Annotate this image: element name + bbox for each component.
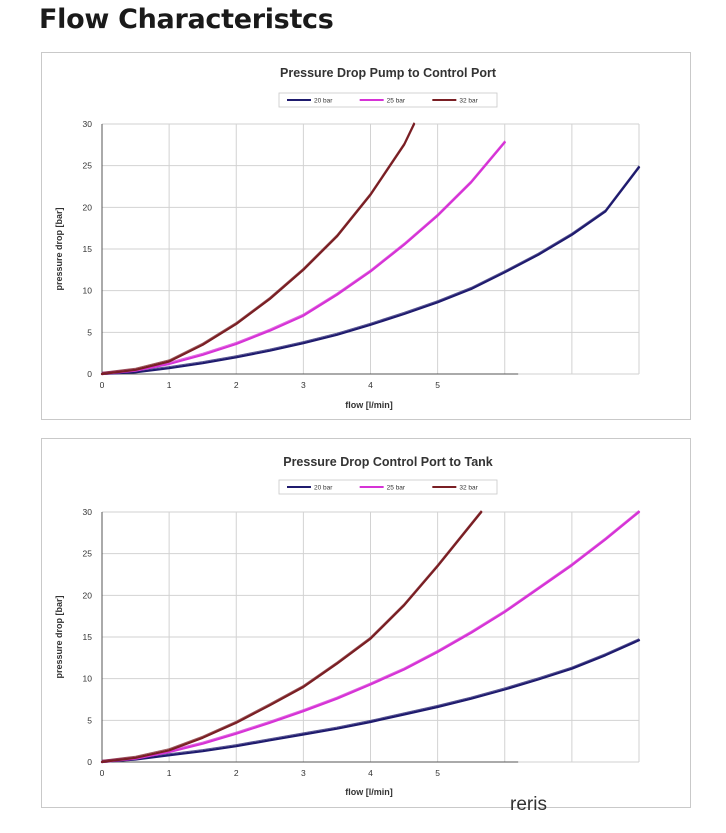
x-tick-label: 5 bbox=[435, 380, 440, 390]
x-tick-label: 3 bbox=[301, 380, 306, 390]
y-tick-label: 10 bbox=[83, 674, 93, 684]
y-tick-label: 5 bbox=[87, 327, 92, 337]
page-title: Flow Characteristcs bbox=[39, 4, 334, 35]
series-line-shadow-2 bbox=[101, 510, 482, 761]
series-line-0 bbox=[100, 639, 641, 764]
series-lines bbox=[100, 122, 641, 376]
y-tick-label: 5 bbox=[87, 715, 92, 725]
grid bbox=[101, 123, 640, 375]
chart-pump-to-control: Pressure Drop Pump to Control Port 05101… bbox=[54, 66, 641, 410]
y-tick-label: 20 bbox=[83, 590, 93, 600]
legend-label: 32 bar bbox=[459, 98, 478, 105]
x-tick-label: 0 bbox=[100, 768, 105, 778]
x-tick-label: 1 bbox=[167, 768, 172, 778]
x-tick-label: 2 bbox=[234, 380, 239, 390]
y-tick-label: 25 bbox=[83, 161, 93, 171]
y-tick-label: 0 bbox=[87, 757, 92, 767]
chart-title: Pressure Drop Control Port to Tank bbox=[283, 455, 493, 469]
y-tick-label: 25 bbox=[83, 549, 93, 559]
x-tick-label: 1 bbox=[167, 380, 172, 390]
series-lines bbox=[100, 510, 641, 764]
y-axis-label: pressure drop [bar] bbox=[54, 207, 64, 290]
series-line-2 bbox=[100, 510, 483, 764]
x-tick-label: 4 bbox=[368, 380, 373, 390]
series-line-shadow-1 bbox=[101, 510, 640, 761]
footer-text: reris bbox=[510, 794, 547, 815]
legend-label: 32 bar bbox=[459, 485, 478, 492]
tick-labels: 0 5 10 15 20 25 30 0 1 2 3 4 5 bbox=[83, 119, 441, 390]
series-line-shadow-2 bbox=[101, 122, 415, 373]
legend-box bbox=[278, 92, 498, 108]
legend-label: 25 bar bbox=[387, 485, 406, 492]
legend-label: 20 bar bbox=[314, 485, 333, 492]
legend-label: 20 bar bbox=[314, 98, 333, 105]
chart-panel-control-to-tank: Pressure Drop Control Port to Tank 0 5 10 1… bbox=[41, 438, 691, 808]
x-tick-label: 2 bbox=[234, 768, 239, 778]
legend-label: 25 bar bbox=[387, 98, 406, 105]
y-tick-label: 0 bbox=[87, 369, 92, 379]
series-line-2 bbox=[100, 122, 416, 376]
series-line-shadow-0 bbox=[101, 165, 640, 373]
y-axis-label: pressure drop [bar] bbox=[54, 595, 64, 678]
legend-box bbox=[278, 479, 498, 495]
series-line-0 bbox=[100, 166, 641, 376]
x-axis-label: flow [l/min] bbox=[345, 400, 393, 410]
chart-control-to-tank: Pressure Drop Control Port to Tank 05101… bbox=[54, 455, 641, 797]
y-tick-label: 30 bbox=[83, 507, 93, 517]
y-tick-label: 15 bbox=[83, 632, 93, 642]
chart-title: Pressure Drop Pump to Control Port bbox=[280, 66, 497, 80]
legend: 20 bar 25 bar 32 bar bbox=[278, 479, 498, 495]
series-line-1 bbox=[100, 141, 506, 376]
series-line-1 bbox=[100, 510, 641, 764]
x-axis-label: flow [l/min] bbox=[345, 787, 393, 797]
x-tick-label: 5 bbox=[435, 768, 440, 778]
y-tick-label: 10 bbox=[83, 286, 93, 296]
x-tick-label: 0 bbox=[100, 380, 105, 390]
x-tick-label: 4 bbox=[368, 768, 373, 778]
y-tick-label: 20 bbox=[83, 202, 93, 212]
y-tick-label: 30 bbox=[83, 119, 93, 129]
y-tick-label: 15 bbox=[83, 244, 93, 254]
x-tick-label: 3 bbox=[301, 768, 306, 778]
legend: 20 bar 25 bar 32 bar bbox=[278, 92, 498, 108]
tick-labels: 0 5 10 15 20 25 30 0 1 2 3 4 5 bbox=[83, 507, 441, 778]
chart-panel-pump-to-control: Pressure Drop Pump to Control Port 0 5 10 1… bbox=[41, 52, 691, 420]
series-line-shadow-0 bbox=[101, 638, 640, 761]
